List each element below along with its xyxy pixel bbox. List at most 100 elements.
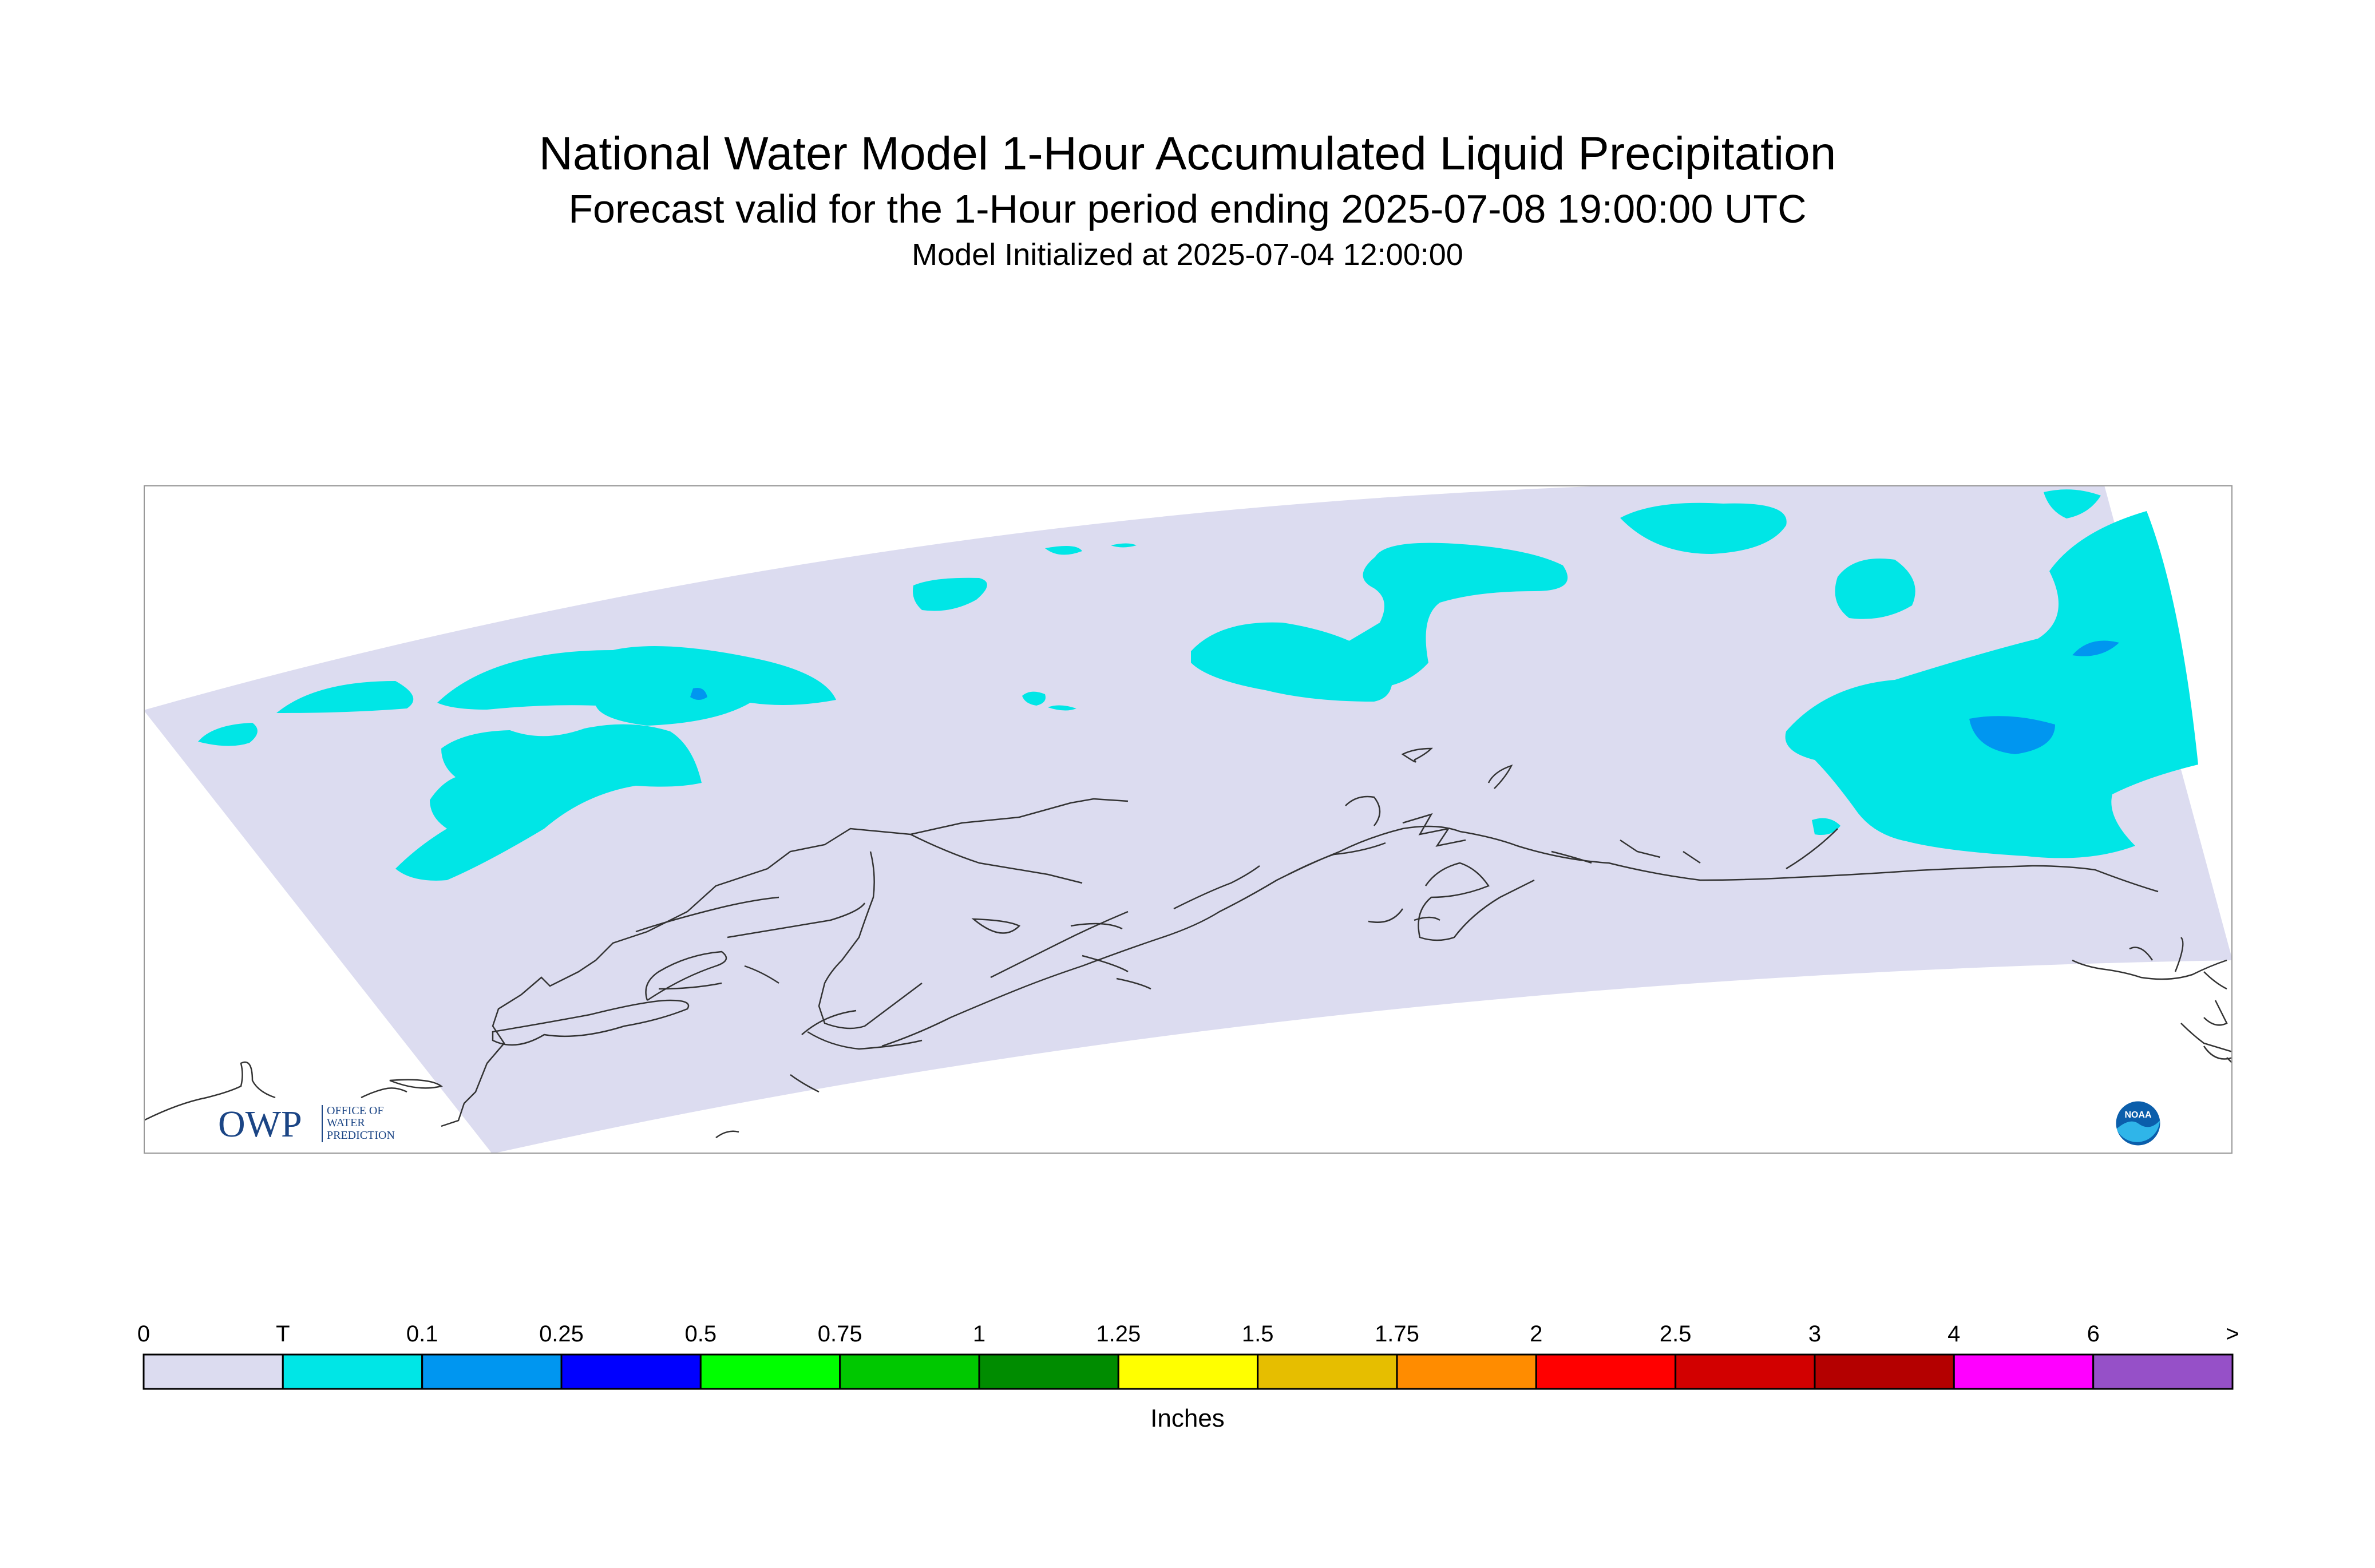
coastline bbox=[727, 902, 866, 939]
coastline bbox=[1418, 862, 1535, 941]
noaa-logo: NOAA bbox=[2114, 1099, 2162, 1147]
coastline bbox=[910, 833, 1083, 884]
coastline bbox=[2174, 937, 2184, 972]
legend-tick-label: 3 bbox=[1808, 1321, 1821, 1347]
precip-area bbox=[198, 723, 258, 746]
coastline bbox=[361, 1088, 385, 1099]
noaa-logo-text: NOAA bbox=[2124, 1110, 2152, 1120]
coastline bbox=[990, 910, 1129, 979]
owp-logo-line1: OFFICE OF bbox=[327, 1104, 383, 1117]
legend-tick-label: 0.5 bbox=[684, 1321, 717, 1347]
precip-area bbox=[1048, 705, 1076, 711]
coastline bbox=[1551, 850, 1592, 864]
coastline bbox=[2072, 959, 2227, 980]
precip-area bbox=[1111, 543, 1137, 548]
coastline bbox=[2129, 947, 2154, 961]
owp-logo: OWP OFFICE OF WATER PREDICTION bbox=[218, 1103, 395, 1145]
coastline bbox=[715, 1130, 739, 1139]
legend-tick-label: 1.75 bbox=[1375, 1321, 1419, 1347]
precip-area bbox=[690, 688, 707, 700]
coastline bbox=[144, 1061, 276, 1122]
coastline bbox=[645, 951, 727, 1001]
legend-tick-label: 4 bbox=[1948, 1321, 1960, 1347]
legend-tick-label: > bbox=[2226, 1321, 2239, 1347]
coastline bbox=[389, 1079, 443, 1089]
precip-area bbox=[1969, 716, 2055, 754]
precip-area bbox=[1785, 511, 2198, 858]
map-frame bbox=[144, 485, 2232, 1154]
coastline bbox=[1786, 828, 1838, 870]
coastline bbox=[1070, 922, 1123, 930]
legend-tick-label: T bbox=[276, 1321, 290, 1347]
legend-tick-label: 0 bbox=[137, 1321, 150, 1347]
coastline bbox=[807, 1031, 923, 1050]
precip-area bbox=[1835, 559, 1915, 619]
precip-area bbox=[1812, 818, 1840, 835]
legend-swatch bbox=[1675, 1353, 1816, 1390]
precip-area bbox=[395, 724, 702, 881]
legend-tick-label: 0.1 bbox=[406, 1321, 438, 1347]
map-canvas: OWP OFFICE OF WATER PREDICTION NOAA bbox=[144, 485, 2232, 1154]
legend-tick-label: 0.25 bbox=[539, 1321, 584, 1347]
precip-area bbox=[1317, 543, 1568, 689]
legend-swatch bbox=[699, 1353, 841, 1390]
coastline bbox=[1683, 850, 1701, 864]
precip-area bbox=[1045, 546, 1082, 555]
coastlines bbox=[144, 747, 2232, 1139]
owp-logo-line2: WATER bbox=[327, 1116, 365, 1129]
coastline bbox=[2203, 1046, 2232, 1060]
legend-tick-label: 1.5 bbox=[1242, 1321, 1274, 1347]
forecast-valid-subtitle: Forecast valid for the 1-Hour period end… bbox=[568, 187, 1807, 231]
map-title: National Water Model 1-Hour Accumulated … bbox=[539, 128, 1836, 180]
coastline bbox=[1116, 977, 1151, 990]
coastline bbox=[801, 1009, 857, 1035]
coastline bbox=[658, 982, 722, 990]
precip-trace-areas bbox=[198, 489, 2198, 881]
legend-swatch bbox=[1814, 1353, 1955, 1390]
coastline bbox=[971, 918, 1021, 934]
coastline bbox=[2203, 1000, 2228, 1026]
coastline bbox=[881, 825, 2159, 1047]
precip-area bbox=[437, 646, 836, 726]
coastline bbox=[1082, 955, 1129, 973]
coastline bbox=[2203, 971, 2227, 990]
coastline bbox=[1288, 842, 1386, 876]
legend-swatch bbox=[1396, 1353, 1537, 1390]
owp-logo-line3: PREDICTION bbox=[327, 1129, 395, 1142]
coastline bbox=[1345, 795, 1381, 826]
coastline bbox=[441, 798, 1129, 1127]
precip-area bbox=[1620, 502, 1787, 554]
coastline bbox=[492, 999, 690, 1046]
legend-tick-label: 2 bbox=[1530, 1321, 1542, 1347]
precip-area bbox=[2044, 489, 2101, 518]
color-legend: 0 T 0.1 0.25 0.5 0.75 1 1.25 1.5 1.75 2 2.5 3 4 6 > bbox=[137, 1312, 2239, 1443]
coastline bbox=[744, 965, 779, 984]
coastline bbox=[1401, 747, 1434, 763]
coastline bbox=[1487, 764, 1513, 789]
coastline bbox=[1173, 865, 1260, 910]
legend-swatch bbox=[560, 1353, 702, 1390]
coastline bbox=[1402, 813, 1466, 847]
coastline bbox=[1620, 839, 1661, 858]
coastline bbox=[383, 1087, 407, 1093]
legend-swatch bbox=[1535, 1353, 1677, 1390]
coastline bbox=[790, 1074, 820, 1093]
precip-area bbox=[1191, 622, 1392, 702]
owp-logo-letters: OWP bbox=[218, 1103, 302, 1145]
legend-swatch bbox=[2092, 1353, 2234, 1390]
noaa-logo-wave bbox=[2116, 1120, 2160, 1142]
legend-canvas: 0 T 0.1 0.25 0.5 0.75 1 1.25 1.5 1.75 2 2.5 3 4 6 > bbox=[137, 1321, 2239, 1390]
legend-swatch bbox=[1953, 1353, 2095, 1390]
legend-tick-label: 1.25 bbox=[1096, 1321, 1141, 1347]
legend-swatch bbox=[978, 1353, 1119, 1390]
legend-tick-label: 0.75 bbox=[818, 1321, 862, 1347]
precip-light-areas bbox=[690, 640, 2119, 754]
noaa-logo-ring bbox=[2114, 1099, 2162, 1147]
legend-tick-label: 2.5 bbox=[1660, 1321, 1692, 1347]
precip-area bbox=[276, 681, 414, 713]
precip-area bbox=[2072, 640, 2119, 656]
legend-tick-label: 6 bbox=[2087, 1321, 2100, 1347]
legend-swatch bbox=[282, 1353, 423, 1390]
legend-swatch bbox=[421, 1353, 563, 1390]
coastline bbox=[818, 851, 923, 1030]
